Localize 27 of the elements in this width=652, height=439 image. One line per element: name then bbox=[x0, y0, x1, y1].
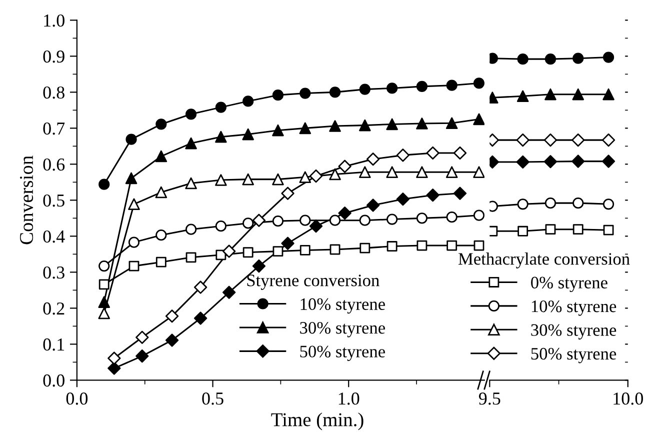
y-tick-label: 0.1 bbox=[43, 338, 64, 351]
legend-label: 0% styrene bbox=[531, 276, 608, 292]
y-tick-label: 0.6 bbox=[43, 158, 65, 171]
x-tick-label: 9.5 bbox=[478, 392, 500, 405]
legend-label: 50% styrene bbox=[300, 346, 385, 361]
x-tick-label: 1.0 bbox=[338, 392, 360, 405]
annotation: Styrene conversion bbox=[247, 274, 380, 290]
legend-label: 30% styrene bbox=[300, 322, 385, 338]
legend-label: 10% styrene bbox=[532, 300, 616, 316]
y-tick-label: 0.7 bbox=[43, 122, 65, 135]
y-tick-label: 0.4 bbox=[43, 230, 65, 243]
x-tick-label: 10.0 bbox=[614, 392, 643, 405]
y-tick-label: 0.8 bbox=[43, 86, 64, 99]
legend-label: 10% styrene bbox=[300, 298, 385, 314]
y-tick-label: 0.0 bbox=[43, 374, 64, 387]
legend-label: 50% styrene bbox=[531, 348, 616, 364]
legend-label: 30% styrene bbox=[531, 324, 616, 340]
y-tick-label: 0.2 bbox=[43, 302, 64, 315]
y-tick-label: 0.9 bbox=[43, 50, 64, 63]
x-axis-title: Time (min.) bbox=[271, 412, 364, 430]
x-tick-label: 0.0 bbox=[66, 392, 88, 405]
y-axis-title: Conversion bbox=[20, 156, 34, 244]
x-tick-label: 0.5 bbox=[202, 392, 224, 405]
y-tick-label: 0.5 bbox=[43, 194, 64, 207]
annotation: Methacrylate conversion bbox=[458, 252, 630, 268]
y-tick-label: 1.0 bbox=[44, 14, 64, 27]
y-tick-label: 0.3 bbox=[43, 266, 64, 279]
